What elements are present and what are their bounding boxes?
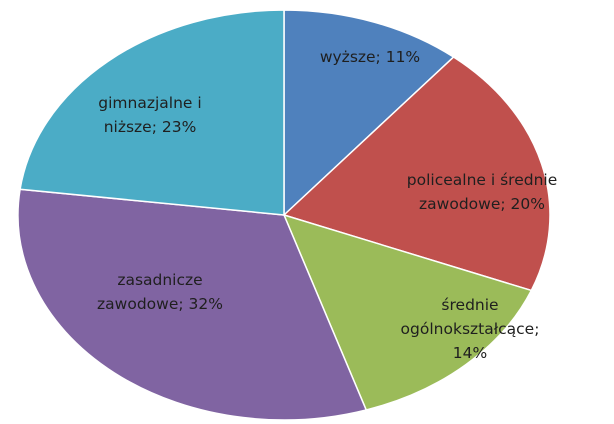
data-label-line: zawodowe; 20% <box>419 195 545 213</box>
pie-slice <box>282 56 551 292</box>
data-label-line: wyższe; 11% <box>320 48 420 66</box>
data-label-line: policealne i średnie <box>407 171 557 189</box>
data-label: policealne i średnie zawodowe; 20% <box>407 171 557 213</box>
data-label-line: zasadnicze <box>117 271 202 289</box>
data-label: wyższe; 11% <box>320 48 420 66</box>
data-label-line: niższe; 23% <box>104 118 197 136</box>
data-label-line: zawodowe; 32% <box>97 295 223 313</box>
data-label: zasadnicze zawodowe; 32% <box>97 271 223 313</box>
pie-slice <box>17 188 368 421</box>
data-label-line: 14% <box>453 344 487 362</box>
data-label-line: gimnazjalne i <box>98 94 201 112</box>
data-label: średnie ogólnokształcące; 14% <box>401 296 540 362</box>
pie-slice <box>283 9 455 217</box>
data-label-line: średnie <box>441 296 498 314</box>
pie-slice <box>19 9 285 216</box>
data-label: gimnazjalne i niższe; 23% <box>98 94 201 136</box>
data-label-line: ogólnokształcące; <box>401 320 540 338</box>
